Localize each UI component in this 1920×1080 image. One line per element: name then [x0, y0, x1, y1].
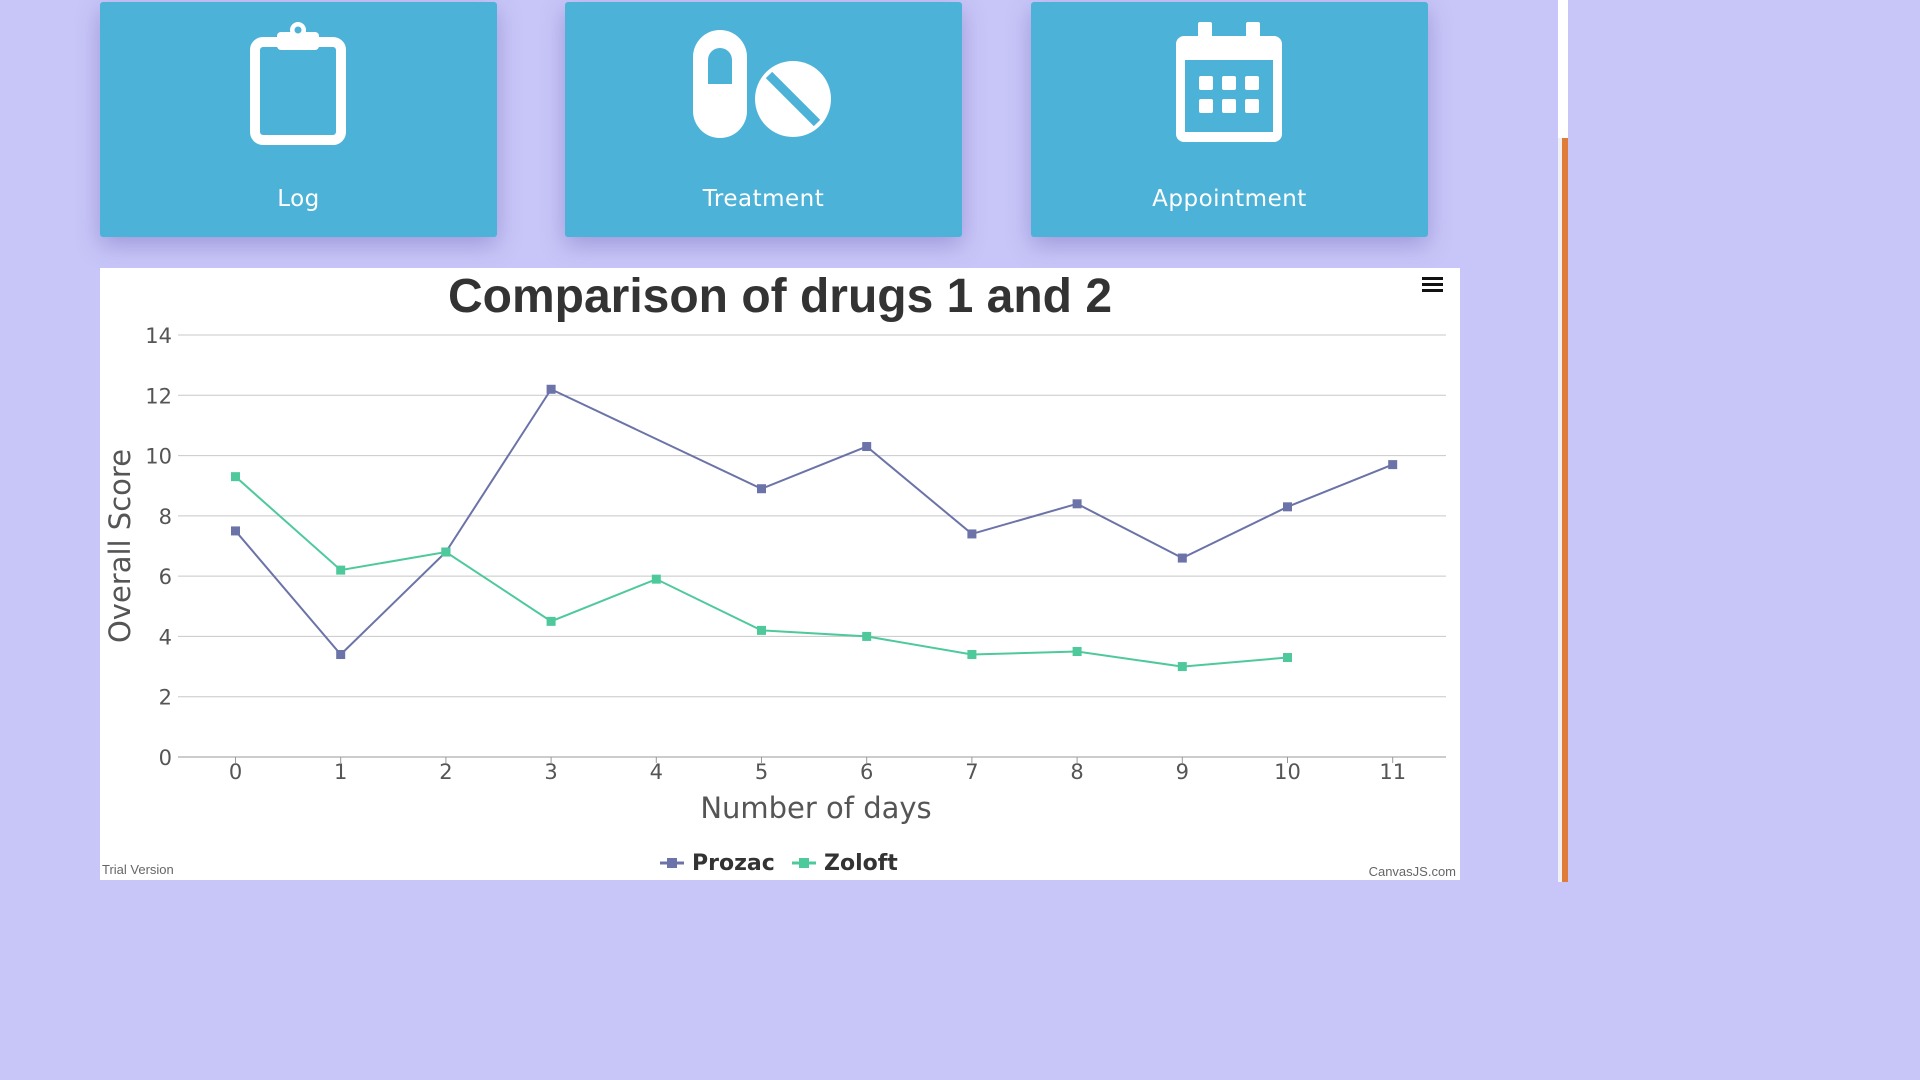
data-point-zoloft[interactable] [1072, 647, 1082, 656]
data-point-zoloft[interactable] [1177, 662, 1187, 672]
tile-label: Log [277, 186, 320, 212]
legend-item-zoloft[interactable]: Zoloft [792, 851, 898, 876]
calendar-icon [1031, 20, 1428, 150]
y-tick-label: 12 [145, 384, 172, 408]
series-line-prozac [234, 387, 1394, 656]
tile-label: Treatment [702, 186, 825, 212]
legend-item-prozac[interactable]: Prozac [660, 851, 775, 876]
scrollbar-gutter [1558, 0, 1568, 138]
series-line-zoloft [234, 475, 1288, 668]
data-point-prozac[interactable] [1177, 553, 1187, 563]
data-point-zoloft[interactable] [757, 625, 766, 635]
data-point-zoloft[interactable] [546, 616, 556, 626]
x-axis-title: Number of days [700, 791, 931, 825]
x-tick-label: 11 [1379, 760, 1406, 784]
y-tick-label: 2 [159, 686, 172, 710]
y-tick-label: 4 [159, 625, 172, 649]
data-point-prozac[interactable] [1072, 499, 1082, 509]
x-tick-label: 10 [1274, 760, 1301, 784]
data-point-zoloft[interactable] [967, 650, 977, 660]
x-tick-label: 2 [439, 760, 452, 784]
appointment-tile[interactable]: Appointment [1031, 2, 1428, 237]
data-point-prozac[interactable] [546, 384, 556, 394]
y-axis-title: Overall Score [103, 449, 137, 643]
pills-icon [565, 20, 962, 150]
data-point-prozac[interactable] [967, 529, 977, 539]
x-tick-label: 9 [1176, 760, 1189, 784]
x-tick-label: 3 [544, 760, 557, 784]
x-tick-label: 4 [650, 760, 663, 784]
x-tick-label: 8 [1070, 760, 1083, 784]
data-point-prozac[interactable] [1283, 502, 1292, 512]
data-point-prozac[interactable] [336, 650, 346, 660]
chart-card: 0 2 4 6 8 10 12 14 0 1 2 3 4 5 6 7 8 9 10 11 Comparison of … [100, 268, 1460, 880]
x-tick-label: 7 [965, 760, 978, 784]
menu-icon [1422, 277, 1443, 280]
x-tick-label: 1 [334, 760, 347, 784]
data-point-zoloft[interactable] [651, 574, 661, 584]
trial-version-label: Trial Version [102, 862, 174, 877]
data-point-zoloft[interactable] [231, 472, 240, 482]
legend-label: Zoloft [824, 851, 898, 876]
y-tick-label: 6 [159, 565, 172, 589]
data-point-zoloft[interactable] [1283, 653, 1292, 663]
scrollbar-thumb[interactable] [1562, 138, 1568, 882]
legend-marker [799, 858, 809, 868]
x-tick-label: 6 [860, 760, 873, 784]
data-point-zoloft[interactable] [441, 547, 451, 557]
legend-marker [667, 858, 677, 868]
data-point-zoloft[interactable] [336, 565, 346, 575]
treatment-tile[interactable]: Treatment [565, 2, 962, 237]
legend-label: Prozac [692, 851, 775, 876]
x-tick-label: 5 [755, 760, 768, 784]
tile-label: Appointment [1152, 186, 1307, 212]
y-tick-label: 0 [159, 746, 172, 770]
log-tile[interactable]: Log [100, 2, 497, 237]
y-tick-label: 10 [145, 445, 172, 469]
y-tick-label: 8 [159, 505, 172, 529]
chart-title: Comparison of drugs 1 and 2 [448, 270, 1112, 323]
y-tick-label: 14 [145, 324, 172, 348]
data-point-zoloft[interactable] [862, 631, 872, 641]
x-tick-label: 0 [229, 760, 242, 784]
data-point-prozac[interactable] [1388, 460, 1398, 470]
chart-menu-button[interactable] [1420, 274, 1446, 298]
data-point-prozac[interactable] [231, 526, 240, 536]
data-point-prozac[interactable] [862, 442, 872, 452]
clipboard-icon [100, 20, 497, 150]
canvasjs-credit-link[interactable]: CanvasJS.com [1369, 864, 1456, 879]
data-point-prozac[interactable] [757, 484, 766, 494]
